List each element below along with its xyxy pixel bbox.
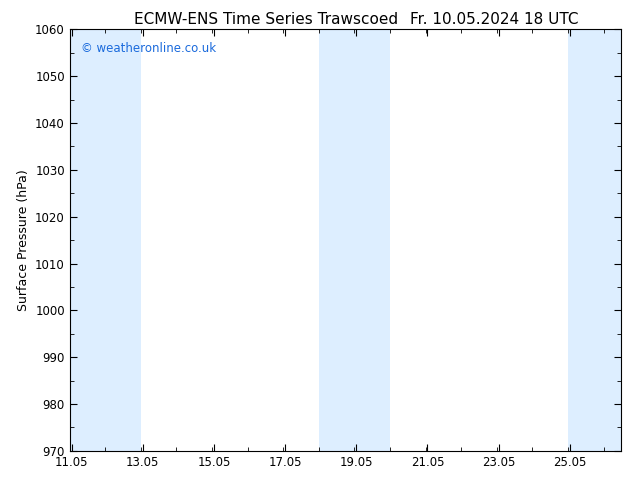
Bar [319, 29, 390, 451]
Bar [568, 29, 621, 451]
Text: Fr. 10.05.2024 18 UTC: Fr. 10.05.2024 18 UTC [410, 12, 579, 27]
Bar [70, 29, 141, 451]
Text: © weatheronline.co.uk: © weatheronline.co.uk [81, 42, 216, 55]
Y-axis label: Surface Pressure (hPa): Surface Pressure (hPa) [16, 169, 30, 311]
Text: ECMW-ENS Time Series Trawscoed: ECMW-ENS Time Series Trawscoed [134, 12, 398, 27]
